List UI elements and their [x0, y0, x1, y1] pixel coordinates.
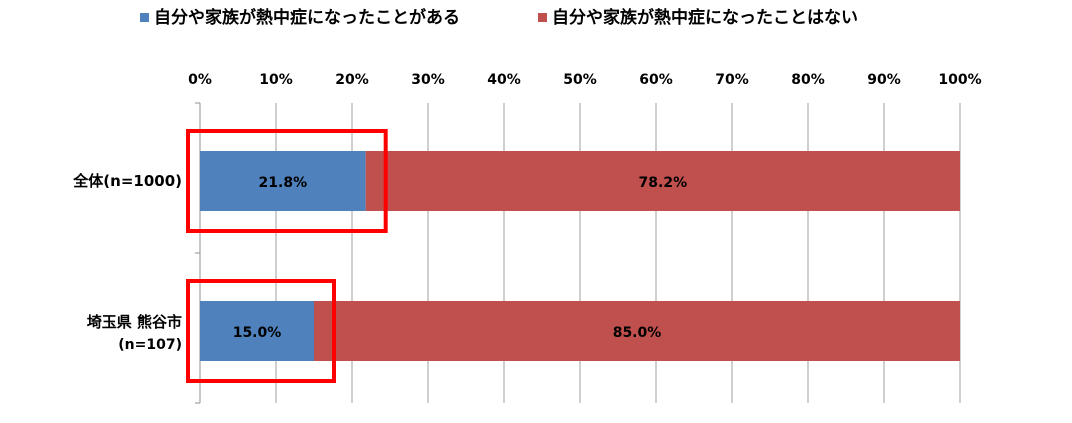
x-tick-label: 90%: [867, 72, 901, 88]
highlight-boxes: [186, 129, 388, 383]
data-label-2: 85.0%: [613, 325, 662, 341]
bar-segment-2: [314, 301, 960, 361]
data-label-1: 15.0%: [233, 325, 282, 341]
category-sublabel: (n=107): [118, 337, 182, 353]
x-tick-label: 80%: [791, 72, 825, 88]
x-tick-label: 50%: [563, 72, 597, 88]
highlight-box: [186, 279, 336, 383]
x-tick-label: 70%: [715, 72, 749, 88]
bar-segment-1: [200, 151, 366, 211]
bar-segment-2: [365, 151, 960, 211]
legend-label-2: 自分や家族が熱中症になったことはない: [552, 7, 858, 28]
legend-swatch-1: [140, 13, 149, 22]
legend-swatch-2: [538, 13, 547, 22]
x-tick-label: 20%: [335, 72, 369, 88]
bar-segment-1: [200, 301, 314, 361]
legend-label-1: 自分や家族が熱中症になったことがある: [154, 7, 460, 28]
bars: 21.8% 78.2% 15.0% 85.0%: [200, 151, 960, 361]
legend: 自分や家族が熱中症になったことがある 自分や家族が熱中症になったことはない: [140, 7, 858, 28]
highlight-box: [186, 129, 388, 233]
x-tick-label: 100%: [938, 72, 981, 88]
x-tick-labels: 0% 10% 20% 30% 40% 50% 60% 70% 80% 90% 100%: [188, 72, 982, 88]
x-tick-label: 60%: [639, 72, 673, 88]
x-tick-label: 30%: [411, 72, 445, 88]
category-label: 全体(n=1000): [72, 172, 182, 190]
category-axis: [195, 102, 201, 404]
x-tick-label: 0%: [188, 72, 212, 88]
category-labels: 全体(n=1000) 埼玉県 熊谷市 (n=107): [72, 172, 182, 353]
x-tick-label: 10%: [259, 72, 293, 88]
data-label-2: 78.2%: [639, 175, 688, 191]
data-label-1: 21.8%: [259, 175, 308, 191]
x-tick-label: 40%: [487, 72, 521, 88]
category-label: 埼玉県 熊谷市: [87, 313, 182, 331]
